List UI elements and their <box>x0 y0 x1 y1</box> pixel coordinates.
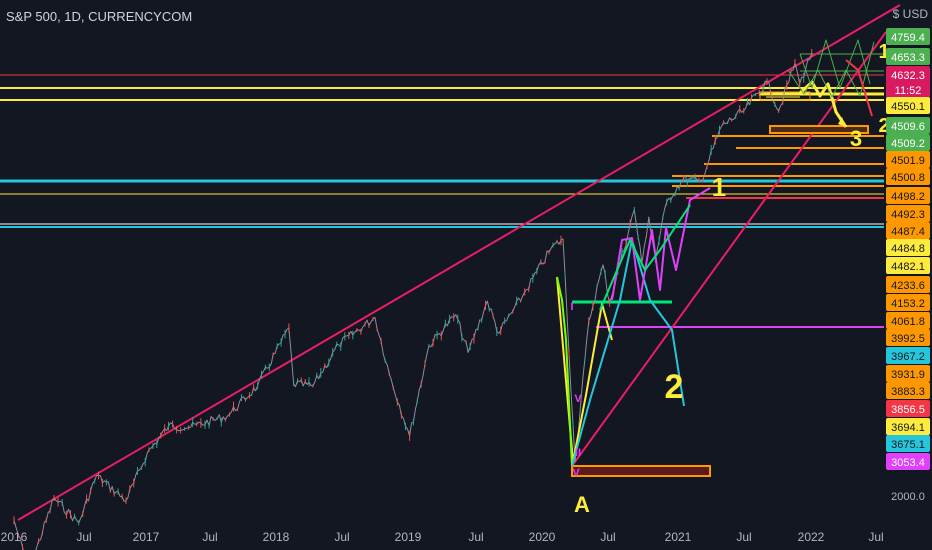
price-label-tag <box>886 294 930 311</box>
price-label-text: 4487.4 <box>891 226 925 238</box>
annotation-label: II <box>575 447 581 459</box>
price-label-tag <box>886 151 930 168</box>
y-axis-tick-label: 2000.0 <box>891 491 925 503</box>
price-label-text: 4482.1 <box>891 261 925 273</box>
price-label-text: 4233.6 <box>891 280 925 292</box>
x-axis-tick-label: Jul <box>334 530 349 544</box>
chart-title: S&P 500, 1D, CURRENCYCOM <box>6 9 193 24</box>
price-label-tag <box>886 66 930 83</box>
x-axis-tick-label: Jul <box>600 530 615 544</box>
price-label-text: 3675.1 <box>891 439 925 451</box>
price-label-tag <box>886 48 930 65</box>
price-label-tag <box>886 435 930 452</box>
price-label-tag <box>886 222 930 239</box>
price-label-tag <box>886 205 930 222</box>
price-label-tag <box>886 168 930 185</box>
price-label-text: 4632.3 <box>891 70 925 82</box>
price-label-text: 3992.5 <box>891 333 925 345</box>
price-label-tag <box>886 418 930 435</box>
annotation-label: 1 <box>712 172 726 202</box>
price-label-tag <box>886 81 930 98</box>
x-axis-tick-label: 2018 <box>263 530 290 544</box>
price-label-text: 4061.8 <box>891 316 925 328</box>
price-label-tag <box>886 329 930 346</box>
price-label-tag <box>886 28 930 45</box>
price-series-layer <box>13 48 813 550</box>
price-label-text: 4153.2 <box>891 298 925 310</box>
axes-layer: 4759.4 4653.3 4632.3 11:52 4550.1 4509.6 4509.… <box>1 28 930 544</box>
x-axis-tick-label: Jul <box>76 530 91 544</box>
price-label-text: 4500.8 <box>891 172 925 184</box>
x-axis-tick-label: 2016 <box>1 530 28 544</box>
wave-green-impulse <box>556 276 573 467</box>
price-label-text: 11:52 <box>895 85 922 97</box>
arrow-head-icon <box>838 117 846 127</box>
levels-layer <box>0 4 901 521</box>
price-label-tag <box>886 276 930 293</box>
annotation-label: 3 <box>850 126 862 151</box>
price-label-text: 3967.2 <box>891 351 925 363</box>
price-label-text: 4759.4 <box>891 32 925 44</box>
wave-zigzag-2 <box>787 41 875 98</box>
price-label-tag <box>886 365 930 382</box>
price-label-text: 3053.4 <box>891 457 925 469</box>
wave-green-2 <box>599 204 691 311</box>
price-label-text: 3931.9 <box>891 369 925 381</box>
x-axis-tick-label: Jul <box>202 530 217 544</box>
x-axis-tick-label: Jul <box>736 530 751 544</box>
wave-zigzag-1 <box>799 39 871 89</box>
price-label-text: 4492.3 <box>891 209 925 221</box>
price-label-tag <box>886 382 930 399</box>
price-label-tag <box>886 117 930 134</box>
price-label-text: 3883.3 <box>891 386 925 398</box>
price-label-tag <box>886 257 930 274</box>
box-upper <box>769 125 869 134</box>
price-label-text: 4484.8 <box>891 243 925 255</box>
wave-magenta <box>611 187 711 301</box>
wave-red-end <box>845 59 873 117</box>
price-label-tag <box>886 97 930 114</box>
x-axis-tick-label: 2017 <box>133 530 160 544</box>
wave-yellow-1 <box>556 276 613 463</box>
price-series-line <box>13 52 813 550</box>
price-label-tag <box>886 312 930 329</box>
price-label-tag <box>886 239 930 256</box>
price-label-text: 4501.9 <box>891 155 925 167</box>
price-label-text: 4509.2 <box>891 138 925 150</box>
price-label-tag <box>886 453 930 470</box>
price-label-tag <box>886 347 930 364</box>
price-label-text: 4653.3 <box>891 52 925 64</box>
price-label-tag <box>886 134 930 151</box>
price-label-tag <box>886 187 930 204</box>
price-label-text: 3694.1 <box>891 422 925 434</box>
trendline-long <box>17 4 901 521</box>
annotation-label: I <box>570 301 573 313</box>
x-axis-tick-label: 2022 <box>798 530 825 544</box>
price-label-text: 4498.2 <box>891 191 925 203</box>
x-axis-tick-label: 2021 <box>665 530 692 544</box>
annotation-label: 1 <box>878 41 889 63</box>
box-bottom <box>571 465 711 477</box>
price-label-tag <box>886 400 930 417</box>
currency-scale-label: $ USD <box>892 7 928 21</box>
price-label-text: 4509.6 <box>891 121 925 133</box>
annotation-label: V <box>574 393 582 405</box>
x-axis-tick-label: 2020 <box>529 530 556 544</box>
annotation-label: 2 <box>665 368 684 406</box>
box-small <box>759 91 811 101</box>
annotation-label: A <box>574 492 590 517</box>
annotation-label: V <box>572 467 580 479</box>
x-axis-tick-label: Jul <box>868 530 883 544</box>
x-axis-tick-label: 2019 <box>395 530 422 544</box>
x-axis-tick-label: Jul <box>468 530 483 544</box>
price-label-text: 3856.5 <box>891 404 925 416</box>
annotation-label: 2 <box>878 115 889 137</box>
price-label-text: 4550.1 <box>891 101 925 113</box>
